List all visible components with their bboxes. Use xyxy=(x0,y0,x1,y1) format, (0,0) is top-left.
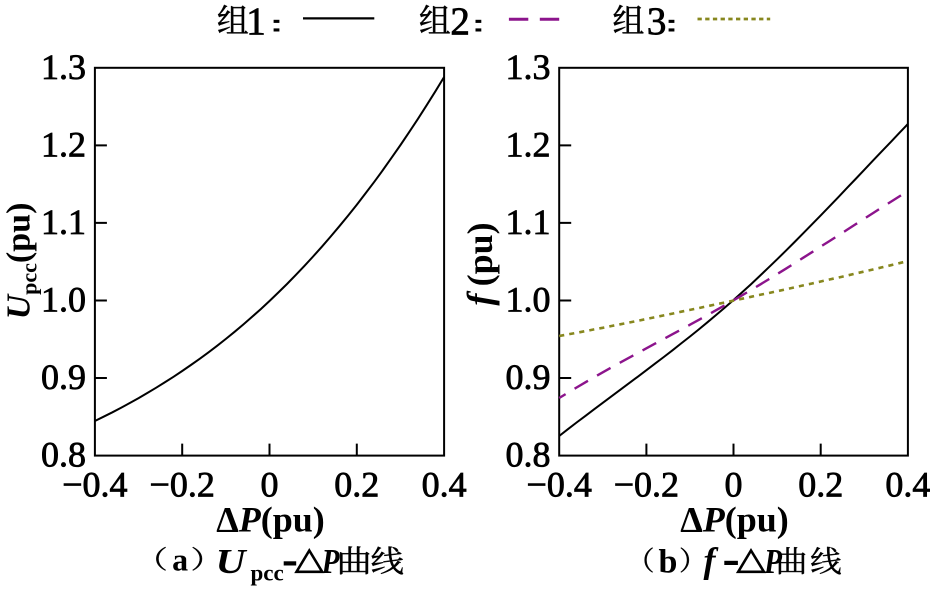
svg-text:−0.4: −0.4 xyxy=(527,465,592,505)
svg-text:0.9: 0.9 xyxy=(506,357,551,397)
svg-text:0.4: 0.4 xyxy=(422,465,467,505)
svg-text:a: a xyxy=(172,542,188,578)
svg-text:0.8: 0.8 xyxy=(506,435,551,475)
svg-text:f: f xyxy=(704,541,719,581)
svg-text:3: 3 xyxy=(647,0,667,43)
svg-text:0.2: 0.2 xyxy=(798,465,843,505)
svg-text:−0.2: −0.2 xyxy=(150,465,215,505)
svg-text:1.0: 1.0 xyxy=(41,280,86,320)
svg-text:−0.4: −0.4 xyxy=(62,465,127,505)
svg-text:0: 0 xyxy=(261,465,279,505)
svg-text:0.9: 0.9 xyxy=(41,357,86,397)
svg-text:P: P xyxy=(321,542,340,581)
svg-text:0.8: 0.8 xyxy=(41,435,86,475)
svg-text:pcc: pcc xyxy=(251,561,284,586)
svg-text:0.4: 0.4 xyxy=(885,465,930,505)
svg-text:2: 2 xyxy=(450,0,470,43)
svg-text:ΔP(pu): ΔP(pu) xyxy=(216,500,325,540)
svg-text:0: 0 xyxy=(725,465,743,505)
svg-text:1.1: 1.1 xyxy=(41,202,86,242)
svg-text:b: b xyxy=(659,543,678,580)
svg-text:1.2: 1.2 xyxy=(506,124,551,164)
svg-text:Upcc(pu): Upcc(pu) xyxy=(1,203,42,320)
svg-text:−0.2: −0.2 xyxy=(614,465,679,505)
svg-text:1.2: 1.2 xyxy=(41,124,86,164)
svg-text:0.2: 0.2 xyxy=(334,465,379,505)
svg-text:1.3: 1.3 xyxy=(506,47,551,87)
svg-text:1: 1 xyxy=(246,0,266,43)
svg-text:1.3: 1.3 xyxy=(41,47,86,87)
svg-text:P: P xyxy=(763,542,782,581)
svg-text:ΔP(pu): ΔP(pu) xyxy=(680,500,789,540)
svg-text:1.1: 1.1 xyxy=(506,202,551,242)
svg-text:f (pu): f (pu) xyxy=(460,222,500,305)
svg-text:1.0: 1.0 xyxy=(506,280,551,320)
svg-text:U: U xyxy=(216,542,248,581)
